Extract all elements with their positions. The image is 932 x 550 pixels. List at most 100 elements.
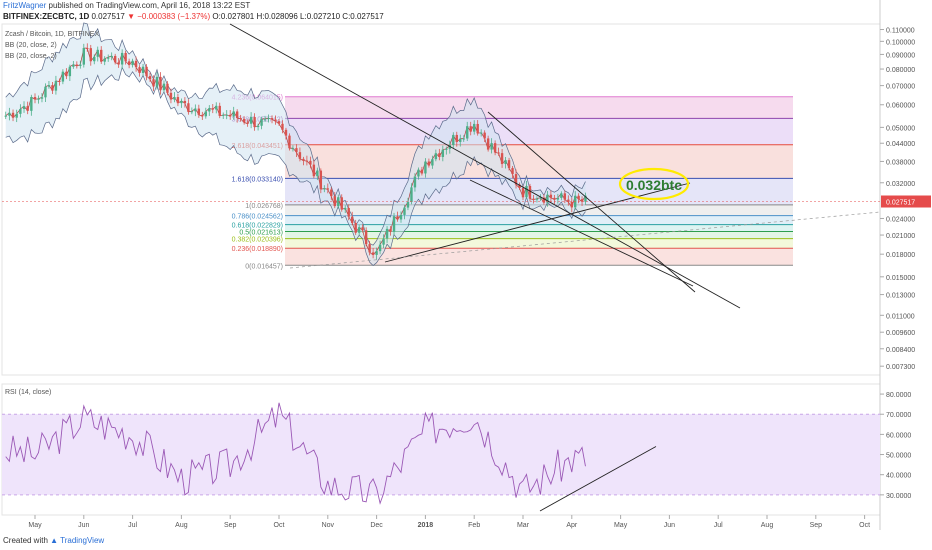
candle-body bbox=[183, 100, 187, 104]
candle-body bbox=[100, 49, 103, 62]
trendline-dashed bbox=[289, 211, 881, 269]
candle-body bbox=[235, 111, 239, 118]
fib-level-label: 0.618(0.022829) bbox=[232, 223, 283, 230]
candle-body bbox=[493, 143, 497, 153]
candle-body bbox=[445, 148, 448, 150]
candle-body bbox=[267, 118, 270, 120]
candle-body bbox=[79, 64, 82, 66]
candle-body bbox=[72, 64, 75, 67]
candle-body bbox=[30, 97, 33, 111]
candle-body bbox=[11, 112, 15, 118]
trendline-wedge-upper bbox=[487, 111, 696, 293]
candle-body bbox=[277, 121, 281, 124]
candle-body bbox=[371, 252, 375, 255]
candle-body bbox=[528, 186, 532, 199]
candle-body bbox=[556, 197, 560, 200]
price-tick-label: 0.060000 bbox=[886, 103, 915, 110]
candle-body bbox=[239, 117, 242, 119]
candle-body bbox=[354, 222, 357, 233]
candle-body bbox=[281, 123, 284, 130]
bollinger-upper bbox=[5, 22, 586, 246]
candle-body bbox=[333, 196, 336, 207]
time-tick-label: Jul bbox=[714, 522, 723, 529]
legend-indicator-1: BB (20, close, 2) bbox=[5, 42, 57, 49]
candle-body bbox=[145, 66, 148, 77]
time-tick-label: Aug bbox=[761, 522, 774, 529]
candle-body bbox=[141, 66, 145, 73]
candle-body bbox=[455, 134, 458, 142]
candle-body bbox=[208, 108, 211, 112]
time-tick-label: Oct bbox=[274, 522, 285, 529]
symbol-name[interactable]: BITFINEX:ZECBTC, 1D bbox=[3, 12, 90, 21]
target-ellipse bbox=[618, 167, 690, 201]
candle-body bbox=[197, 108, 201, 115]
candle-body bbox=[173, 97, 176, 100]
candle-body bbox=[441, 149, 445, 157]
candle-body bbox=[54, 80, 58, 91]
candle-body bbox=[26, 106, 29, 111]
candle-body bbox=[417, 169, 420, 177]
bollinger-band-fill bbox=[5, 22, 586, 266]
candle-body bbox=[570, 201, 573, 208]
candle-body bbox=[298, 152, 302, 159]
candle-body bbox=[403, 207, 406, 215]
candle-body bbox=[110, 55, 113, 58]
candle-body bbox=[553, 197, 556, 200]
candle-body bbox=[340, 197, 343, 210]
candle-body bbox=[284, 129, 288, 136]
candle-body bbox=[249, 117, 253, 124]
rsi-trendline bbox=[539, 446, 657, 512]
candle-body bbox=[68, 66, 72, 77]
candle-body bbox=[361, 227, 364, 231]
candle-body bbox=[253, 117, 256, 128]
candle-body bbox=[518, 184, 521, 189]
tradingview-brand[interactable]: TradingView bbox=[60, 536, 105, 545]
candle-body bbox=[309, 160, 312, 165]
fib-zone bbox=[285, 238, 793, 249]
candle-body bbox=[312, 164, 316, 177]
fib-level-label: 0.5(0.021613) bbox=[239, 229, 283, 236]
candle-body bbox=[375, 251, 378, 255]
target-label: 0.032btc bbox=[626, 177, 682, 193]
legend-rsi-title: RSI (14, close) bbox=[5, 389, 51, 396]
candle-body bbox=[204, 111, 207, 117]
time-tick-label: Sep bbox=[224, 522, 237, 529]
created-with-text: Created with bbox=[3, 536, 48, 545]
candle-body bbox=[511, 168, 514, 175]
author-link[interactable]: FritzWagner bbox=[3, 1, 47, 10]
candle-body bbox=[117, 62, 120, 65]
candle-body bbox=[525, 186, 528, 198]
footer: Created with ▲ TradingView bbox=[3, 536, 104, 545]
candle-body bbox=[190, 111, 194, 113]
candle-body bbox=[201, 114, 204, 117]
rsi-tick-label: 30.0000 bbox=[886, 493, 911, 500]
candle-body bbox=[134, 60, 138, 68]
time-tick-label: Oct bbox=[859, 522, 870, 529]
candle-body bbox=[399, 214, 403, 220]
candle-body bbox=[483, 132, 486, 139]
candle-body bbox=[232, 111, 235, 117]
candle-body bbox=[434, 153, 438, 160]
candle-body bbox=[127, 61, 131, 66]
candle-body bbox=[438, 153, 441, 157]
fib-zone bbox=[285, 231, 793, 239]
candle-body bbox=[113, 55, 117, 63]
rsi-tick-label: 60.0000 bbox=[886, 432, 911, 439]
candle-body bbox=[51, 85, 54, 91]
candle-body bbox=[382, 238, 385, 245]
candle-body bbox=[194, 108, 197, 112]
price-tick-label: 0.007300 bbox=[886, 364, 915, 371]
candle-body bbox=[8, 112, 11, 116]
candle-body bbox=[413, 176, 417, 188]
time-tick-label: Feb bbox=[468, 522, 480, 529]
price-tick-label: 0.038000 bbox=[886, 159, 915, 166]
price-tick-label: 0.009600 bbox=[886, 330, 915, 337]
price-tick-label: 0.021000 bbox=[886, 233, 915, 240]
last-price-tag bbox=[881, 195, 931, 208]
time-tick-label: May bbox=[614, 522, 628, 529]
candle-body bbox=[218, 105, 221, 116]
time-tick-label: Jun bbox=[664, 522, 675, 529]
candle-body bbox=[396, 216, 399, 220]
fib-level-label: 0.382(0.020396) bbox=[232, 237, 283, 244]
